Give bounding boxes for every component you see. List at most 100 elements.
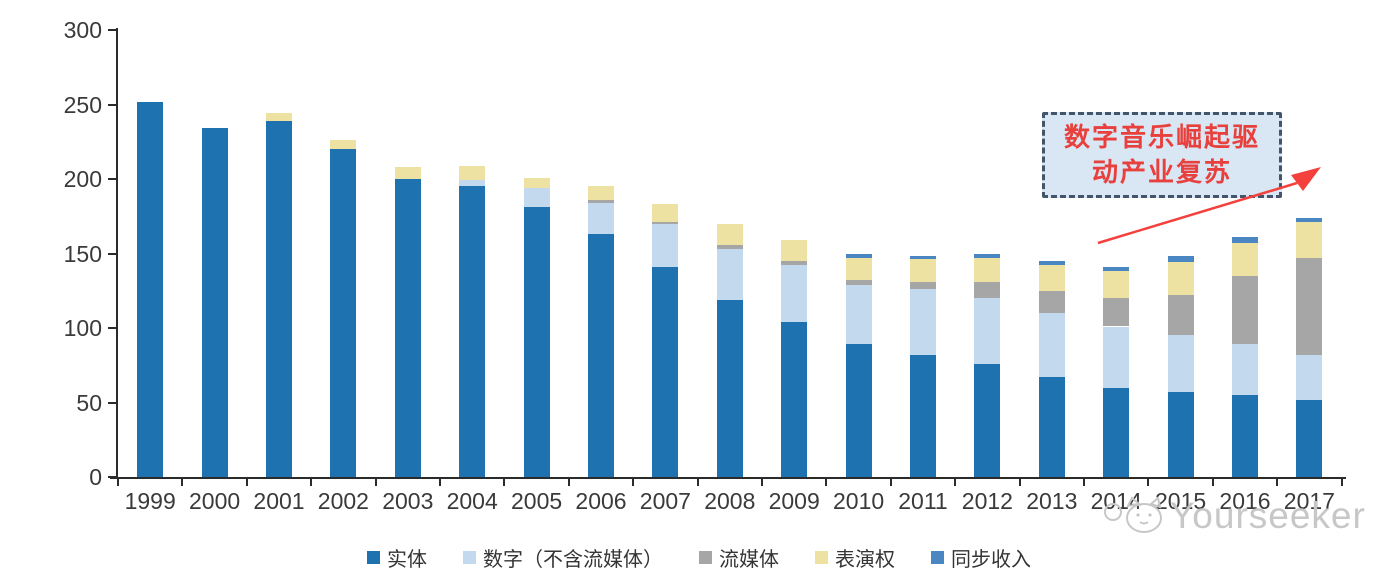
bar-segment-2013-数字（不含流媒体）	[1038, 313, 1065, 378]
x-tick-mark	[696, 479, 699, 486]
x-axis-label-2014: 2014	[1090, 488, 1142, 514]
bar-segment-2008-实体	[716, 299, 743, 477]
bar-segment-2015-流媒体	[1167, 295, 1194, 336]
legend-swatch-icon	[931, 551, 944, 564]
legend-label: 表演权	[835, 549, 895, 571]
x-tick-mark	[1083, 479, 1085, 486]
x-tick-mark	[1340, 479, 1343, 486]
watermark: Yourseeker	[1102, 494, 1366, 538]
legend-item-数字（不含流媒体）: 数字（不含流媒体）	[463, 543, 663, 572]
bar-segment-1999-实体	[137, 101, 164, 477]
y-axis-tick-label: 300	[63, 17, 102, 43]
bar-segment-2017-表演权	[1296, 222, 1323, 258]
y-axis-tick-label: 200	[63, 166, 102, 192]
bar-segment-2008-数字（不含流媒体）	[716, 249, 743, 300]
x-axis-label-2002: 2002	[317, 488, 369, 514]
bar-segment-2016-数字（不含流媒体）	[1232, 344, 1258, 396]
x-axis	[110, 477, 1346, 479]
x-tick-mark	[374, 479, 377, 486]
y-tick-mark	[108, 327, 116, 329]
bar-segment-2010-同步收入	[845, 253, 872, 258]
bar-segment-2007-实体	[652, 266, 679, 477]
bar-segment-2008-流媒体	[716, 244, 743, 250]
bar-segment-2007-数字（不含流媒体）	[652, 223, 679, 267]
legend-item-实体: 实体	[367, 543, 427, 572]
bar-segment-2010-表演权	[845, 257, 872, 281]
x-axis-label-2005: 2005	[511, 488, 563, 514]
x-axis-label-2015: 2015	[1155, 488, 1207, 514]
bar-segment-2012-实体	[974, 363, 1001, 477]
x-tick-mark	[1276, 479, 1279, 486]
chart-legend: 实体 数字（不含流媒体） 流媒体 表演权 同步收入	[0, 543, 1398, 572]
bar-segment-2014-流媒体	[1103, 298, 1130, 327]
x-axis-label-2007: 2007	[639, 488, 691, 514]
x-tick-mark	[245, 479, 248, 486]
bar-segment-2009-表演权	[781, 240, 808, 261]
bar-segment-2011-流媒体	[910, 281, 936, 290]
bar-segment-2006-流媒体	[588, 199, 614, 203]
bar-segment-2004-数字（不含流媒体）	[459, 180, 486, 187]
legend-swatch-icon	[815, 551, 828, 564]
bar-segment-2004-实体	[459, 186, 486, 477]
x-axis-label-2016: 2016	[1219, 488, 1271, 514]
legend-item-表演权: 表演权	[815, 543, 895, 572]
legend-item-流媒体: 流媒体	[699, 543, 779, 572]
y-tick-mark	[108, 103, 116, 106]
x-tick-mark	[1147, 479, 1150, 486]
legend-label: 数字（不含流媒体）	[483, 549, 663, 571]
x-axis-label-2003: 2003	[382, 488, 434, 514]
legend-label: 流媒体	[719, 549, 779, 571]
x-tick-mark	[632, 479, 635, 486]
x-tick-mark	[181, 479, 184, 486]
x-axis-label-2006: 2006	[575, 488, 627, 514]
bar-segment-2011-实体	[910, 354, 936, 477]
y-tick-mark	[108, 178, 116, 180]
x-axis-label-2011: 2011	[898, 488, 948, 514]
bar-segment-2010-数字（不含流媒体）	[845, 284, 872, 345]
bar-segment-2006-表演权	[588, 186, 614, 200]
bar-segment-2011-同步收入	[910, 256, 936, 260]
y-tick-mark	[108, 252, 116, 255]
bar-segment-2017-实体	[1296, 399, 1323, 477]
x-axis-label-1999: 1999	[124, 488, 176, 514]
bar-segment-2013-同步收入	[1038, 260, 1065, 266]
x-axis-label-2017: 2017	[1283, 488, 1335, 514]
bar-segment-2002-表演权	[330, 140, 357, 150]
bar-segment-2017-同步收入	[1296, 217, 1323, 223]
x-axis-label-2001: 2001	[253, 488, 305, 514]
bar-segment-2000-实体	[201, 128, 228, 477]
bar-segment-2005-实体	[523, 207, 550, 477]
bar-segment-2014-实体	[1103, 387, 1130, 477]
legend-label: 同步收入	[951, 549, 1031, 571]
annotation-text-line2: 动产业复苏	[1091, 157, 1232, 187]
legend-swatch-icon	[367, 551, 380, 564]
bar-segment-2016-表演权	[1232, 243, 1258, 276]
bar-segment-2017-流媒体	[1296, 257, 1323, 355]
bar-segment-2003-表演权	[394, 167, 421, 179]
x-tick-mark	[117, 479, 119, 486]
bar-segment-2005-表演权	[523, 177, 550, 188]
bar-segment-2015-同步收入	[1167, 256, 1194, 263]
bar-segment-2013-表演权	[1038, 265, 1065, 291]
y-tick-mark	[108, 476, 116, 478]
x-axis-label-2000: 2000	[189, 488, 241, 514]
x-axis-label-2004: 2004	[446, 488, 498, 514]
watermark-text: Yourseeker	[1170, 495, 1366, 536]
bar-segment-2017-数字（不含流媒体）	[1296, 354, 1323, 400]
x-axis-label-2012: 2012	[961, 488, 1013, 514]
legend-item-同步收入: 同步收入	[931, 543, 1031, 572]
annotation-callout: 数字音乐崛起驱 动产业复苏	[1042, 112, 1282, 198]
bar-segment-2016-流媒体	[1232, 275, 1258, 345]
y-tick-mark	[108, 401, 116, 404]
y-axis-tick-label: 150	[63, 240, 102, 267]
bar-segment-2009-实体	[781, 322, 808, 477]
y-axis-tick-label: 0	[89, 464, 102, 490]
x-axis-label-2010: 2010	[833, 488, 885, 514]
yourseeker-cat-logo-icon	[1104, 496, 1162, 533]
bar-segment-2009-数字（不含流媒体）	[781, 265, 808, 323]
bar-segment-2010-实体	[845, 344, 872, 477]
bar-segment-2012-流媒体	[974, 281, 1001, 299]
bar-segment-2001-表演权	[266, 113, 292, 121]
bar-segment-2003-实体	[394, 179, 421, 477]
